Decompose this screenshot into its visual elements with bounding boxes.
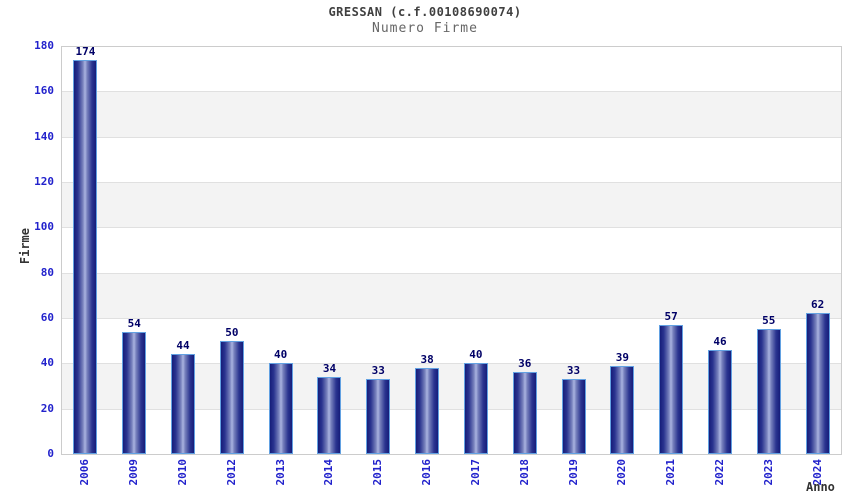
bar-value-label: 50	[225, 326, 239, 339]
gridline	[62, 227, 841, 229]
bar-2015	[366, 379, 390, 454]
y-axis-title: Firme	[18, 228, 32, 265]
x-tick-label: 2010	[176, 459, 189, 486]
x-tick-label: 2014	[322, 459, 335, 486]
bar-value-label: 44	[176, 339, 190, 352]
x-tick-label: 2015	[371, 459, 384, 486]
y-tick-label: 20	[40, 401, 54, 415]
x-tick-label: 2021	[664, 459, 677, 486]
bar-2019	[562, 379, 586, 454]
bar-2023	[757, 329, 781, 454]
bar-value-label: 34	[322, 362, 337, 375]
gridline	[62, 272, 841, 274]
bar-2009	[122, 332, 146, 454]
bar-2021	[659, 325, 683, 454]
x-tick-label: 2016	[420, 459, 433, 486]
gridline	[62, 408, 841, 410]
y-tick-label: 40	[40, 356, 54, 370]
y-tick-label: 0	[47, 447, 54, 460]
gridline	[62, 91, 841, 93]
bar-2018	[513, 372, 537, 454]
y-tick-label: 80	[40, 265, 54, 279]
bar-2012	[220, 341, 244, 454]
bar-2022	[708, 350, 732, 454]
bar-value-label: 57	[664, 310, 678, 323]
bar-2016	[415, 368, 439, 454]
plot-band	[62, 182, 841, 228]
x-tick-label: 2012	[225, 459, 238, 486]
y-tick-label: 160	[34, 84, 54, 98]
x-tick-label: 2009	[127, 459, 140, 486]
y-tick-label: 140	[34, 129, 54, 143]
bar-value-label: 54	[127, 317, 141, 330]
bar-2020	[610, 366, 634, 454]
y-tick-label: 180	[34, 39, 54, 52]
x-tick-label: 2019	[567, 459, 580, 486]
y-tick-label: 100	[34, 220, 54, 234]
bar-2024	[806, 313, 830, 454]
plot-band	[62, 272, 841, 318]
chart-title: GRESSAN (c.f.00108690074)	[328, 5, 522, 19]
bar-value-label: 40	[274, 348, 288, 361]
bar-value-label: 55	[762, 314, 776, 327]
x-tick-label: 2017	[469, 459, 482, 486]
x-tick-label: 2020	[615, 459, 628, 486]
x-tick-label: 2023	[762, 459, 775, 486]
x-tick-label: 2013	[274, 459, 287, 486]
bar-value-label: 39	[615, 351, 629, 364]
gridline	[62, 182, 841, 183]
gridline	[62, 363, 841, 365]
bar-2010	[171, 354, 195, 454]
gridline	[62, 318, 841, 319]
bar-value-label: 33	[371, 364, 385, 377]
bar-2013	[269, 363, 293, 454]
y-tick-label: 60	[40, 311, 54, 324]
bar-value-label: 46	[713, 335, 727, 348]
bar-value-label: 38	[420, 353, 434, 366]
x-tick-label: 2006	[78, 459, 91, 486]
bar-2006	[73, 60, 97, 454]
x-axis-title: Anno	[806, 480, 835, 494]
bar-value-label: 33	[566, 364, 581, 377]
x-tick-label: 2018	[518, 459, 531, 486]
bar-2017	[464, 363, 488, 454]
bar-value-label: 40	[469, 348, 483, 361]
bar-value-label: 62	[810, 298, 825, 311]
gridline	[62, 136, 841, 138]
bar-2014	[317, 377, 341, 454]
chart-subtitle: Numero Firme	[372, 21, 478, 36]
plot-band	[62, 91, 841, 137]
x-tick-label: 2022	[713, 459, 726, 486]
y-tick-label: 120	[34, 175, 54, 188]
bar-value-label: 36	[518, 357, 532, 370]
bar-value-label: 174	[75, 45, 96, 58]
